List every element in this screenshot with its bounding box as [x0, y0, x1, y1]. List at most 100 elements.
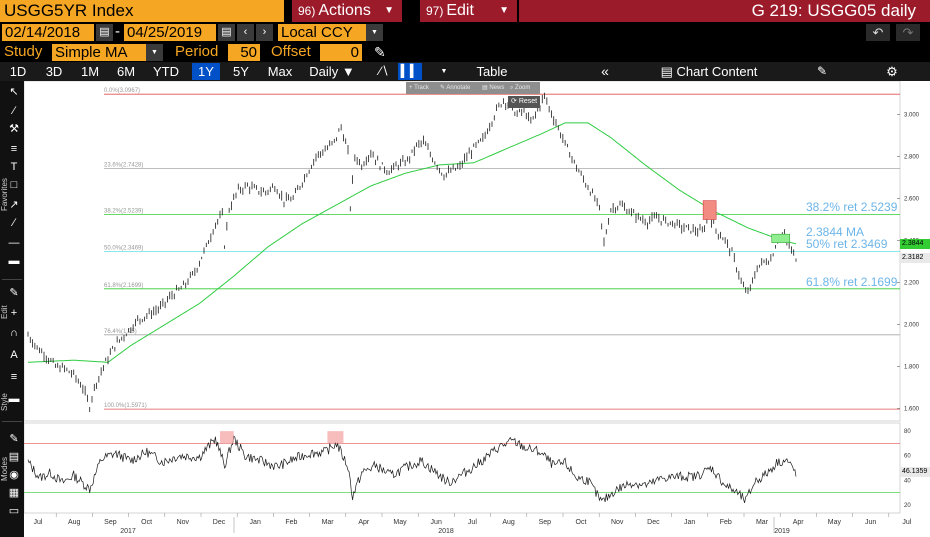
range-button-1d[interactable]: 1D	[9, 64, 27, 79]
offset-input[interactable]: 0	[320, 44, 362, 61]
mode-icon[interactable]: ✎	[9, 433, 19, 445]
candle-chart-icon[interactable]: ▍▍	[398, 63, 422, 80]
cursor-icon[interactable]: ↖	[9, 86, 19, 98]
range-button-ytd[interactable]: YTD	[153, 64, 179, 79]
calendar-icon[interactable]: ▤	[96, 24, 113, 41]
range-button-1y[interactable]: 1Y	[192, 63, 220, 80]
range-button-5y[interactable]: 5Y	[233, 64, 249, 79]
main-pane-frame	[24, 81, 901, 422]
x-month-label: Nov	[177, 519, 190, 526]
actions-menu-button[interactable]: 96) Actions ▼	[292, 0, 402, 22]
table-button[interactable]: Table	[476, 64, 508, 79]
x-month-label: Apr	[358, 519, 370, 526]
modes-label: Modes	[0, 456, 9, 481]
chevron-right-icon[interactable]: ›	[256, 24, 273, 41]
annotate-button[interactable]: ✎ Annotate	[440, 85, 471, 91]
magnet-icon[interactable]: ∩	[10, 327, 18, 339]
x-month-label: Dec	[213, 519, 226, 526]
news-button[interactable]: ▤ News	[482, 85, 505, 91]
ticker-field[interactable]: USGG5YR Index	[0, 0, 284, 22]
x-month-label: Jan	[250, 519, 261, 526]
x-month-label: Apr	[793, 519, 805, 526]
frequency-select[interactable]: Daily ▼	[305, 63, 359, 80]
text-icon[interactable]: T	[10, 161, 18, 173]
date-range-row: 02/14/2018 ▤ - 04/25/2019 ▤ ‹ › Local CC…	[0, 22, 930, 42]
start-date-input[interactable]: 02/14/2018	[2, 24, 94, 41]
x-month-label: Jul	[468, 519, 477, 526]
x-month-label: Feb	[285, 519, 297, 526]
y-tick-label: 2.600	[904, 197, 920, 203]
caret-down-icon[interactable]: ▼	[366, 24, 383, 41]
reset-button[interactable]: ⟳ Reset	[508, 96, 540, 108]
pane-toolbar: + Track ✎ Annotate ▤ News ⌕ Zoom	[406, 82, 540, 94]
x-month-label: Jun	[431, 519, 442, 526]
x-month-label: Feb	[720, 519, 732, 526]
fibonacci-levels: 0.0%(3.0967) 23.6%(2.7428) 38.2%(2.5239) 50…	[104, 88, 900, 410]
pencil-icon[interactable]: ✎	[374, 44, 386, 60]
caret-down-icon[interactable]: ▼	[146, 44, 163, 61]
arrow-icon[interactable]: ↗	[9, 199, 19, 211]
x-month-label: Oct	[576, 519, 587, 526]
edit-chart-icon[interactable]: ✎	[816, 64, 828, 78]
period-input[interactable]: 50	[228, 44, 260, 61]
horizontal-line-icon[interactable]: —	[8, 237, 20, 249]
rsi-series	[27, 431, 797, 504]
annotation-ret382: 38.2% ret 2.5239	[806, 200, 898, 214]
rsi-overbought-zone	[220, 431, 234, 444]
fibonacci-icon[interactable]: ≡	[10, 143, 18, 155]
trendline-icon[interactable]: ∕	[13, 105, 15, 117]
study-row: Study Simple MA ▼ Period 50 Offset 0 ✎	[0, 42, 930, 62]
caret-down-icon[interactable]: ▼	[440, 68, 448, 75]
currency-select[interactable]: Local CCY	[278, 24, 366, 41]
double-chevron-left-icon[interactable]: «	[601, 63, 609, 79]
range-button-1m[interactable]: 1M	[80, 64, 100, 79]
x-month-label: May	[393, 519, 407, 526]
zoom-button[interactable]: ⌕ Zoom	[510, 85, 531, 91]
chart-content-button[interactable]: ▤ Chart Content	[644, 63, 774, 80]
crosshair-icon[interactable]: +	[10, 307, 18, 319]
left-toolbar: ↖ ∕ ⚒ ≡ T □ ↗ ∕ — ▬ ✎ + ∩ A ≡ ▬ ✎ ▤ ◉ ▦ …	[0, 81, 24, 537]
sell-signal-box	[702, 200, 717, 220]
rsi-overbought-zone	[327, 431, 344, 444]
fib-label: 76.4%(1.95)	[104, 329, 137, 335]
study-select[interactable]: Simple MA	[52, 44, 146, 61]
annotation-ret50: 50% ret 2.3469	[806, 237, 888, 251]
chevron-left-icon[interactable]: ‹	[237, 24, 254, 41]
mode-icon-3[interactable]: ◉	[9, 469, 19, 481]
line-style-icon[interactable]: ≡	[10, 371, 18, 383]
x-month-label: Jul	[34, 519, 43, 526]
undo-icon[interactable]: ↶	[866, 24, 890, 41]
range-button-3d[interactable]: 3D	[45, 64, 63, 79]
favorites-label: Favorites	[0, 178, 9, 211]
mode-icon-4[interactable]: ▦	[8, 487, 20, 499]
range-button-6m[interactable]: 6M	[116, 64, 136, 79]
font-icon[interactable]: A	[10, 349, 18, 361]
mode-icon-2[interactable]: ▤	[8, 451, 20, 463]
line-chart-icon[interactable]: ∕∖	[379, 64, 389, 78]
edit-menu-button[interactable]: 97) Edit ▼	[420, 0, 517, 22]
study-label: Study	[4, 43, 43, 60]
ruler-icon[interactable]: ▬	[8, 255, 20, 267]
range-toolbar: 1D 3D 1M 6M YTD 1Y 5Y Max Daily ▼ ∕∖ ▍▍ …	[0, 62, 930, 81]
end-date-input[interactable]: 04/25/2019	[124, 24, 216, 41]
track-button[interactable]: + Track	[409, 85, 429, 91]
tools-icon[interactable]: ⚒	[9, 123, 19, 135]
channel-icon[interactable]: ∕	[13, 217, 15, 229]
x-month-label: Mar	[756, 519, 769, 526]
redo-icon[interactable]: ↷	[896, 24, 920, 41]
price-series	[27, 92, 797, 412]
x-month-label: May	[828, 519, 842, 526]
caret-down-icon: ▼	[384, 5, 394, 16]
calendar-icon[interactable]: ▤	[218, 24, 235, 41]
line-width-icon[interactable]: ▬	[8, 393, 20, 405]
shape-icon[interactable]: □	[10, 179, 18, 191]
news-label: News	[489, 85, 505, 91]
trash-icon[interactable]: ▭	[8, 505, 20, 517]
y-tick-label: 3.000	[904, 113, 920, 119]
offset-label: Offset	[271, 43, 311, 60]
brush-icon[interactable]: ✎	[9, 287, 19, 299]
range-button-max[interactable]: Max	[267, 64, 293, 79]
chart-area[interactable]: 0.0%(3.0967) 23.6%(2.7428) 38.2%(2.5239) 50…	[24, 81, 930, 537]
gear-icon[interactable]: ⚙	[886, 64, 898, 79]
fib-label: 50.0%(2.3469)	[104, 246, 143, 252]
